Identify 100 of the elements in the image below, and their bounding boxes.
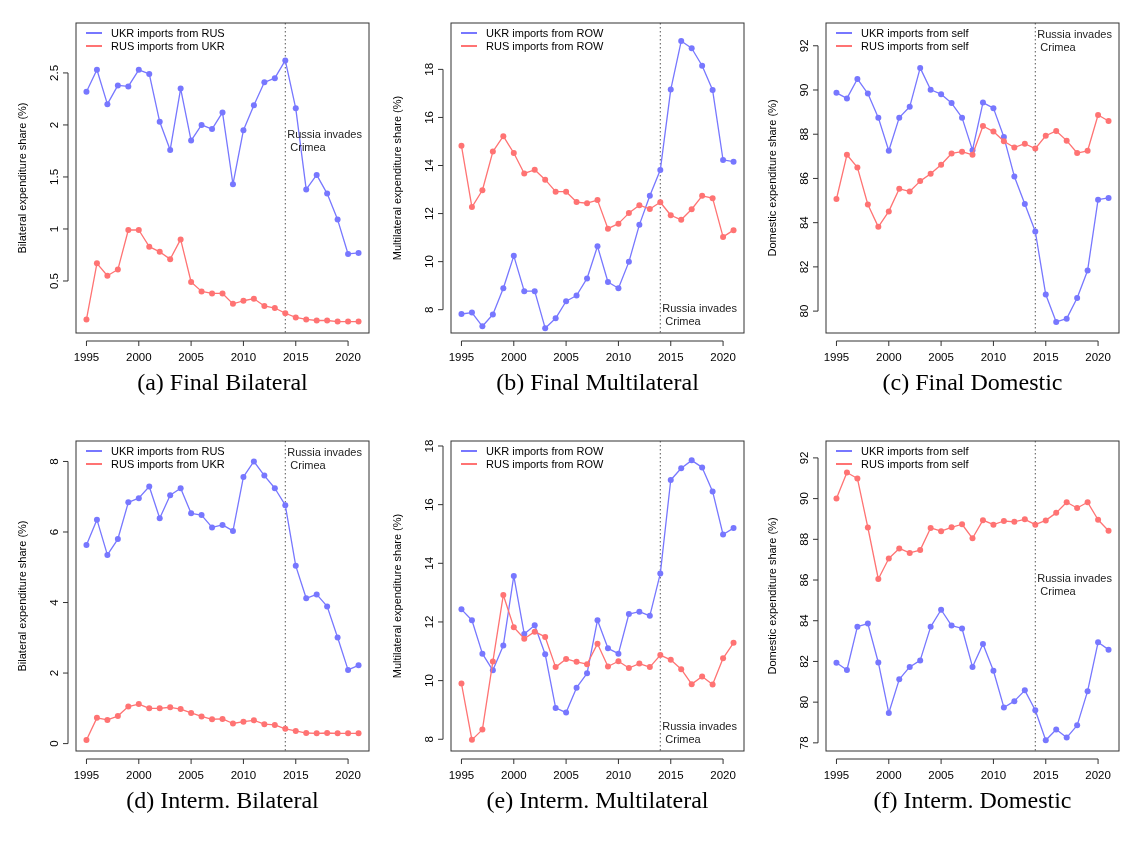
point bbox=[864, 620, 871, 627]
point bbox=[104, 716, 111, 723]
y-tick-label: 16 bbox=[423, 498, 435, 512]
point bbox=[646, 206, 653, 212]
point bbox=[667, 212, 674, 219]
point bbox=[93, 714, 100, 721]
point bbox=[542, 176, 549, 183]
point bbox=[917, 64, 924, 71]
point bbox=[678, 465, 685, 472]
point bbox=[667, 477, 674, 484]
x-tick-label: 2010 bbox=[230, 769, 257, 781]
point bbox=[1063, 315, 1070, 322]
point bbox=[188, 510, 195, 517]
point bbox=[625, 210, 632, 217]
point bbox=[979, 640, 986, 647]
point bbox=[125, 499, 132, 506]
point bbox=[927, 170, 934, 177]
point bbox=[615, 220, 622, 227]
y-axis-title: Multilateral expenditure share (%) bbox=[391, 513, 403, 679]
point bbox=[709, 488, 716, 495]
ref-line-label: Russia invades Crimea bbox=[287, 128, 363, 153]
x-tick-label: 2000 bbox=[875, 351, 902, 363]
ref-line-label: Russia invades Crimea bbox=[662, 720, 738, 745]
point bbox=[458, 680, 465, 687]
point bbox=[938, 528, 945, 535]
point bbox=[1105, 527, 1112, 534]
text: (b) Final Multilateral bbox=[496, 369, 700, 395]
point bbox=[636, 660, 643, 667]
point bbox=[542, 651, 549, 658]
legend-label: UKR imports from self bbox=[861, 27, 970, 39]
point bbox=[531, 288, 538, 295]
y-tick-label: 80 bbox=[798, 695, 810, 709]
point bbox=[678, 666, 685, 673]
point bbox=[345, 250, 352, 257]
x-tick-label: 2000 bbox=[500, 769, 527, 781]
point bbox=[584, 200, 591, 207]
point bbox=[604, 225, 611, 232]
point bbox=[521, 170, 528, 177]
legend-label: UKR imports from RUS bbox=[111, 445, 225, 457]
point bbox=[885, 208, 892, 215]
y-tick-label: 92 bbox=[798, 451, 810, 465]
x-tick-label: 2015 bbox=[657, 769, 684, 781]
point bbox=[324, 190, 331, 197]
point bbox=[688, 206, 695, 213]
x-tick-label: 2005 bbox=[928, 769, 954, 781]
point bbox=[843, 95, 850, 102]
point bbox=[177, 485, 184, 492]
point bbox=[83, 542, 90, 549]
y-tick-label: 1 bbox=[48, 225, 60, 233]
y-tick-label: 18 bbox=[423, 62, 435, 76]
point bbox=[688, 681, 695, 688]
x-tick-label: 1995 bbox=[448, 769, 475, 781]
text: (a) Final Bilateral bbox=[137, 369, 309, 395]
point bbox=[927, 623, 934, 630]
point bbox=[709, 681, 716, 688]
point bbox=[625, 258, 632, 265]
point bbox=[1032, 228, 1039, 235]
point bbox=[261, 79, 268, 86]
point bbox=[458, 142, 465, 149]
point bbox=[313, 591, 320, 598]
text: (c) Final Domestic bbox=[882, 369, 1063, 395]
point bbox=[104, 551, 111, 558]
point bbox=[1105, 117, 1112, 124]
point bbox=[135, 495, 142, 502]
point bbox=[1021, 201, 1028, 208]
point bbox=[510, 624, 517, 631]
y-tick-label: 18 bbox=[423, 439, 435, 453]
point bbox=[125, 703, 132, 710]
point bbox=[345, 318, 352, 325]
point bbox=[1084, 499, 1091, 506]
point bbox=[885, 709, 892, 716]
y-tick-label: 80 bbox=[798, 304, 810, 318]
point bbox=[1095, 111, 1102, 118]
x-tick-label: 2010 bbox=[980, 769, 1007, 781]
point bbox=[458, 311, 465, 318]
point bbox=[552, 188, 559, 195]
point bbox=[1084, 267, 1091, 274]
point bbox=[219, 715, 226, 722]
point bbox=[906, 549, 913, 556]
point bbox=[917, 657, 924, 664]
point bbox=[303, 186, 310, 193]
point bbox=[313, 171, 320, 178]
point bbox=[83, 88, 90, 95]
point bbox=[334, 634, 341, 641]
point bbox=[229, 300, 236, 307]
point bbox=[709, 195, 716, 202]
point bbox=[292, 314, 299, 321]
point bbox=[240, 473, 247, 480]
point bbox=[1105, 194, 1112, 201]
point bbox=[563, 188, 570, 195]
point bbox=[906, 188, 913, 195]
y-tick-label: 2 bbox=[48, 669, 60, 677]
point bbox=[1095, 516, 1102, 523]
point bbox=[864, 524, 871, 531]
point bbox=[709, 87, 716, 94]
point bbox=[355, 249, 362, 256]
point bbox=[720, 233, 727, 240]
point bbox=[198, 121, 205, 128]
point bbox=[355, 318, 362, 325]
y-tick-label: 90 bbox=[798, 83, 810, 97]
